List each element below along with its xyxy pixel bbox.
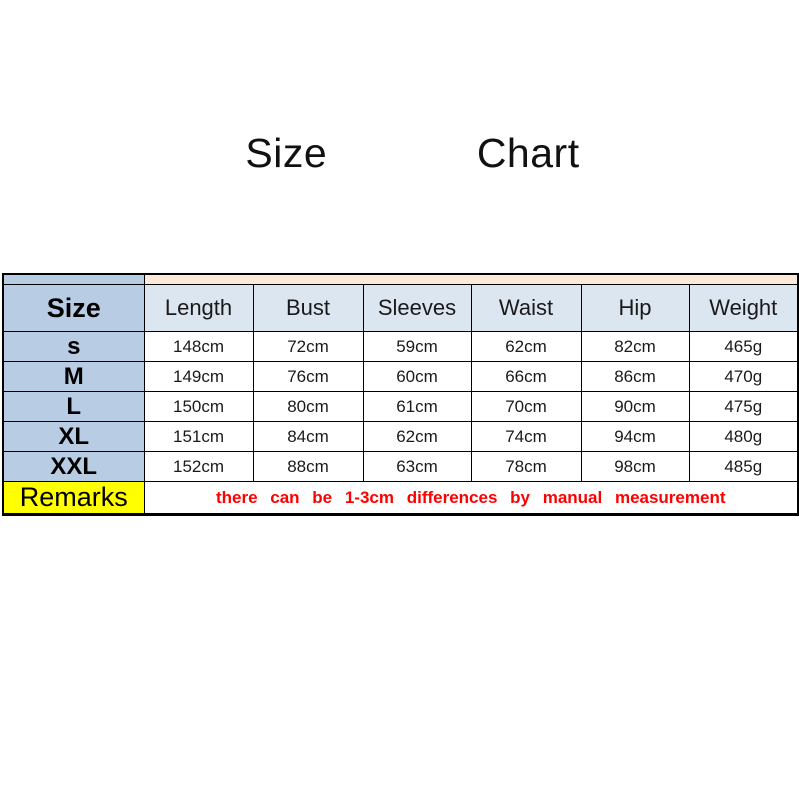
column-header-waist: Waist — [470, 284, 582, 332]
column-header-weight: Weight — [688, 284, 799, 332]
sleeves-value: 61cm — [362, 391, 472, 422]
table-row-s: s 148cm 72cm 59cm 62cm 82cm 465g — [2, 331, 799, 362]
top-strip-rest-cell — [143, 273, 799, 285]
waist-value: 78cm — [470, 451, 582, 482]
remarks-text: there can be 1-3cm differences by manual… — [143, 481, 799, 515]
remarks-row: Remarks there can be 1-3cm differences b… — [2, 481, 799, 515]
size-chart-table: Size Length Bust Sleeves Waist Hip Weigh… — [2, 273, 799, 516]
waist-value: 74cm — [470, 421, 582, 452]
size-label: XXL — [2, 451, 145, 482]
length-value: 149cm — [143, 361, 254, 392]
sleeves-value: 60cm — [362, 361, 472, 392]
table-row-m: M 149cm 76cm 60cm 66cm 86cm 470g — [2, 361, 799, 392]
bust-value: 80cm — [252, 391, 364, 422]
column-header-hip: Hip — [580, 284, 690, 332]
weight-value: 470g — [688, 361, 799, 392]
weight-value: 480g — [688, 421, 799, 452]
top-strip-size-cell — [2, 273, 145, 285]
bust-value: 76cm — [252, 361, 364, 392]
weight-value: 465g — [688, 331, 799, 362]
waist-value: 70cm — [470, 391, 582, 422]
weight-value: 475g — [688, 391, 799, 422]
bust-value: 88cm — [252, 451, 364, 482]
header-row: Size Length Bust Sleeves Waist Hip Weigh… — [2, 284, 799, 332]
size-label: M — [2, 361, 145, 392]
sleeves-value: 62cm — [362, 421, 472, 452]
size-label: s — [2, 331, 145, 362]
column-header-sleeves: Sleeves — [362, 284, 472, 332]
column-header-length: Length — [143, 284, 254, 332]
sleeves-value: 59cm — [362, 331, 472, 362]
hip-value: 98cm — [580, 451, 690, 482]
table-row-xxl: XXL 152cm 88cm 63cm 78cm 98cm 485g — [2, 451, 799, 482]
waist-value: 62cm — [470, 331, 582, 362]
size-label: XL — [2, 421, 145, 452]
bust-value: 84cm — [252, 421, 364, 452]
column-header-size: Size — [2, 284, 145, 332]
hip-value: 82cm — [580, 331, 690, 362]
waist-value: 66cm — [470, 361, 582, 392]
hip-value: 86cm — [580, 361, 690, 392]
weight-value: 485g — [688, 451, 799, 482]
hip-value: 94cm — [580, 421, 690, 452]
sleeves-value: 63cm — [362, 451, 472, 482]
table-row-xl: XL 151cm 84cm 62cm 74cm 94cm 480g — [2, 421, 799, 452]
length-value: 151cm — [143, 421, 254, 452]
column-header-bust: Bust — [252, 284, 364, 332]
length-value: 152cm — [143, 451, 254, 482]
length-value: 148cm — [143, 331, 254, 362]
hip-value: 90cm — [580, 391, 690, 422]
page-title: Size Chart — [245, 130, 580, 176]
remarks-label: Remarks — [2, 481, 145, 515]
length-value: 150cm — [143, 391, 254, 422]
top-strip-row — [2, 273, 799, 285]
bust-value: 72cm — [252, 331, 364, 362]
table-row-l: L 150cm 80cm 61cm 70cm 90cm 475g — [2, 391, 799, 422]
size-label: L — [2, 391, 145, 422]
